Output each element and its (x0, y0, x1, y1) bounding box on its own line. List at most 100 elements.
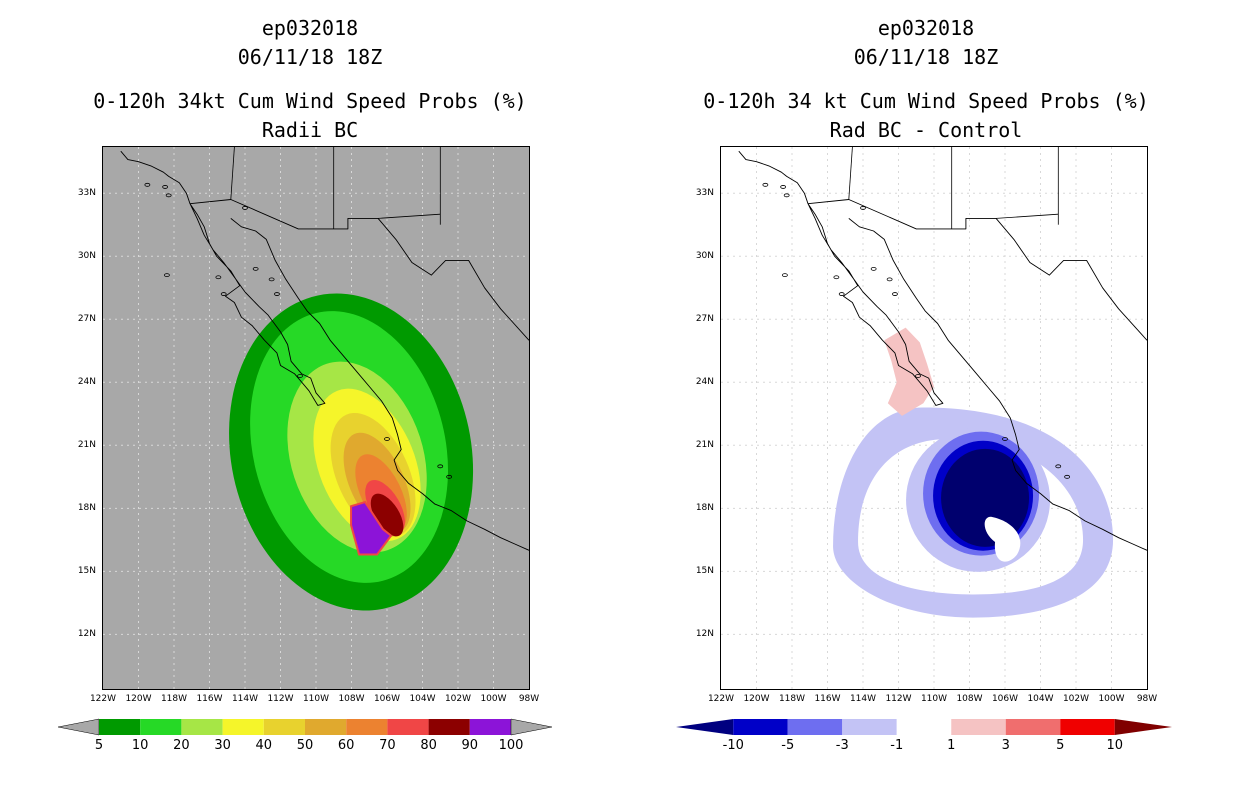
colorbar-label: 5 (94, 738, 104, 753)
colorbar-high-arrow (510, 718, 552, 736)
lon-label: 112W (885, 694, 912, 704)
diff-ring-minus-1 (833, 407, 1114, 618)
colorbar-label: -3 (835, 738, 849, 753)
difference-contours (833, 327, 1114, 618)
diff-minus-10 (941, 448, 1030, 547)
colorbar-low-arrow (676, 719, 734, 735)
colorbar-label: 100 (498, 738, 524, 753)
lon-label: 106W (373, 694, 401, 704)
colorbar-label: 40 (255, 738, 273, 753)
colorbar-box (951, 719, 1006, 735)
right-date: 06/11/18 18Z (853, 45, 999, 69)
colorbar-low-arrow (58, 718, 100, 736)
colorbar-box (181, 719, 223, 735)
right-title-block: ep032018 06/11/18 18Z 0-120h 34 kt Cum W… (656, 14, 1196, 145)
colorbar-box (1060, 719, 1115, 735)
lon-label: 122W (89, 694, 117, 704)
left-product-title: 0-120h 34kt Cum Wind Speed Probs (%) (93, 89, 527, 113)
lon-label: 102W (444, 694, 472, 704)
colorbar-label: 10 (131, 738, 149, 753)
lon-label: 110W (302, 694, 330, 704)
colorbar-box (305, 719, 347, 735)
colorbar-label: 80 (420, 738, 437, 753)
probability-contours (229, 293, 474, 611)
lat-label: 18N (695, 503, 714, 514)
lat-label: 21N (695, 440, 714, 451)
lat-label: 30N (695, 251, 714, 262)
lat-label: 12N (77, 629, 96, 640)
lon-label: 118W (160, 694, 188, 704)
lat-label: 15N (77, 566, 96, 577)
colorbar-label: -1 (890, 738, 904, 753)
coastlines (738, 147, 1147, 551)
colorbar-label: 20 (173, 738, 190, 753)
lat-label: 30N (77, 251, 96, 262)
lon-label: 98W (1136, 694, 1158, 704)
colorbar-label: 70 (379, 738, 396, 753)
contour-level-9 (350, 500, 393, 556)
colorbar-label: 10 (1106, 738, 1124, 753)
left-map-svg (103, 147, 529, 689)
lat-label: 33N (77, 188, 96, 199)
lon-label: 106W (991, 694, 1019, 704)
lat-label: 27N (77, 314, 96, 325)
right-product-title: 0-120h 34 kt Cum Wind Speed Probs (%) (703, 89, 1149, 113)
colorbar-box (140, 719, 182, 735)
lon-label: 122W (707, 694, 735, 704)
lon-label: 114W (231, 694, 259, 704)
lat-label: 33N (695, 188, 714, 199)
colorbar-label: -5 (781, 738, 795, 753)
left-subtitle: Radii BC (261, 118, 359, 142)
lat-label: 18N (77, 503, 96, 514)
lon-label: 112W (267, 694, 294, 704)
lon-label: 110W (920, 694, 948, 704)
right-storm-id: ep032018 (877, 16, 975, 40)
colorbar-box (222, 719, 264, 735)
colorbar-label: 1 (947, 738, 956, 753)
colorbar-high-arrow (1114, 719, 1172, 735)
left-title-block: ep032018 06/11/18 18Z 0-120h 34kt Cum Wi… (40, 14, 580, 145)
right-colorbar (676, 719, 1172, 735)
lon-label: 102W (1062, 694, 1090, 704)
lon-label: 104W (1027, 694, 1054, 704)
lon-label: 108W (956, 694, 983, 704)
lon-label: 104W (409, 694, 436, 704)
colorbar-box (787, 719, 843, 735)
colorbar-box (733, 719, 788, 735)
contour-level-8 (370, 493, 404, 537)
right-map-panel (720, 146, 1148, 690)
colorbar-box (99, 719, 141, 735)
lat-label: 24N (77, 377, 96, 388)
colorbar-box (387, 719, 429, 735)
left-storm-id: ep032018 (261, 16, 359, 40)
colorbar-box (428, 719, 470, 735)
lon-label: 120W (743, 694, 770, 704)
colorbar-box (842, 719, 897, 735)
diff-zero-pocket (984, 516, 1021, 562)
colorbar-box (1005, 719, 1061, 735)
lon-label: 100W (480, 694, 507, 704)
colorbar-label: 50 (296, 738, 314, 753)
left-date: 06/11/18 18Z (237, 45, 383, 69)
lon-label: 108W (338, 694, 365, 704)
lat-label: 12N (695, 629, 714, 640)
lat-label: 15N (695, 566, 714, 577)
lon-label: 98W (518, 694, 540, 704)
colorbar-box (263, 719, 305, 735)
lon-label: 116W (814, 694, 841, 704)
right-subtitle: Rad BC - Control (829, 118, 1023, 142)
coastlines (120, 147, 529, 551)
colorbar-label: -10 (722, 738, 744, 753)
colorbar-label: 90 (461, 738, 479, 753)
left-colorbar (58, 718, 552, 736)
colorbar-label: 3 (1001, 738, 1010, 753)
lat-label: 24N (695, 377, 714, 388)
colorbar-label: 60 (337, 738, 355, 753)
colorbar-box (469, 719, 511, 735)
colorbar-label: 30 (214, 738, 231, 753)
colorbar-box (346, 719, 388, 735)
lon-label: 100W (1098, 694, 1125, 704)
lat-label: 21N (77, 440, 96, 451)
lat-label: 27N (695, 314, 714, 325)
colorbar-box (896, 719, 952, 735)
